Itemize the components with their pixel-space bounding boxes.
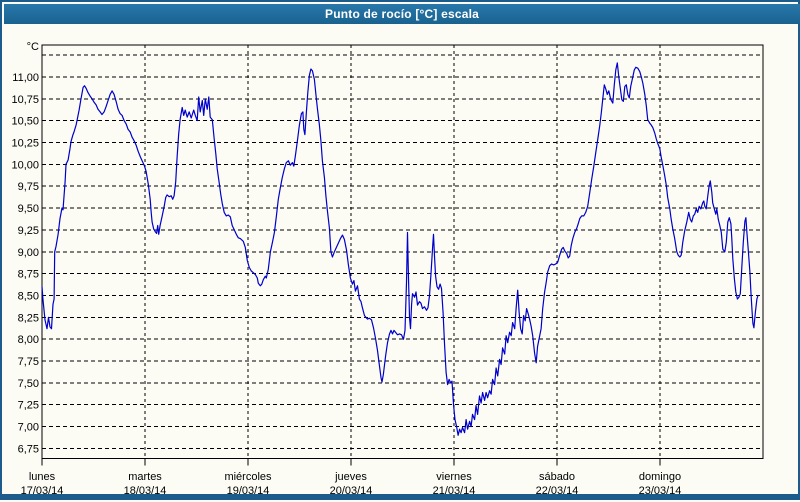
x-axis-date-label: 20/03/14 <box>330 485 373 497</box>
axis-labels: °C 11,00 10,75 10,50 10,25 10,00 9,75 9,50 9,25… <box>11 41 681 497</box>
x-axis-day-label: martes <box>128 471 162 483</box>
x-axis-date-label: 22/03/14 <box>536 485 579 497</box>
y-axis-label: 8,50 <box>18 290 39 302</box>
y-axis-label: 6,75 <box>18 443 39 455</box>
y-axis-label: 10,00 <box>11 159 39 171</box>
y-axis-label: 8,00 <box>18 334 39 346</box>
dewpoint-line <box>41 62 759 436</box>
x-axis-date-label: 23/03/14 <box>639 485 682 497</box>
x-axis-day-label: viernes <box>436 471 472 483</box>
y-axis-label: 8,75 <box>18 269 39 281</box>
x-axis-day-label: lunes <box>29 471 56 483</box>
dewpoint-series <box>41 62 759 436</box>
x-axis-date-label: 21/03/14 <box>433 485 476 497</box>
x-axis-date-label: 19/03/14 <box>227 485 270 497</box>
x-axis-date-label: 18/03/14 <box>124 485 167 497</box>
y-axis-label: 9,25 <box>18 225 39 237</box>
y-axis-label: 10,50 <box>11 116 39 128</box>
y-axis-label: 10,25 <box>11 137 39 149</box>
gridlines <box>42 45 763 459</box>
y-axis-label: 10,75 <box>11 94 39 106</box>
y-axis-label: 9,75 <box>18 181 39 193</box>
x-axis-day-label: domingo <box>639 471 681 483</box>
y-axis-label: 7,50 <box>18 378 39 390</box>
y-axis-label: 7,00 <box>18 422 39 434</box>
y-axis-label: 7,25 <box>18 400 39 412</box>
title-bar: Punto de rocío [°C] escala <box>4 4 800 24</box>
y-axis-label: 7,75 <box>18 356 39 368</box>
y-axis-unit-label: °C <box>27 41 39 53</box>
y-axis-label: 8,25 <box>18 312 39 324</box>
axes <box>41 44 764 466</box>
x-axis-day-label: miércoles <box>224 471 272 483</box>
x-axis-day-label: sábado <box>539 471 575 483</box>
y-axis-label: 11,00 <box>12 72 39 84</box>
x-axis-date-label: 17/03/14 <box>21 485 64 497</box>
y-axis-label: 9,50 <box>18 203 39 215</box>
chart-title: Punto de rocío [°C] escala <box>324 7 480 21</box>
x-axis-day-label: jueves <box>334 471 367 483</box>
y-axis-label: 9,00 <box>18 247 39 259</box>
plot-border <box>41 44 764 459</box>
